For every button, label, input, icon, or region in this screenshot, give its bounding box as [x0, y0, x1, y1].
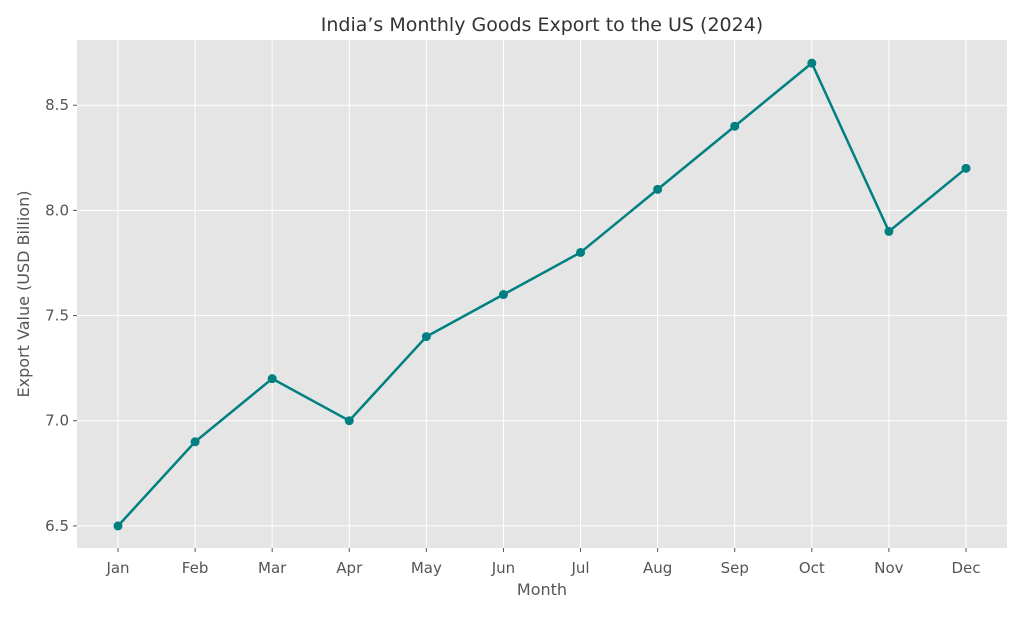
x-tick-label: Aug: [643, 559, 672, 577]
data-point-jul: [576, 247, 586, 257]
x-tick-label: Jul: [570, 559, 589, 577]
series: [113, 58, 971, 531]
y-tick-label: 8.0: [45, 201, 69, 219]
x-tick-label: May: [411, 559, 442, 577]
x-tick-label: Apr: [336, 559, 363, 577]
x-tick-label: Jun: [491, 559, 515, 577]
plot-background: [77, 40, 1007, 548]
series-line: [117, 61, 967, 527]
x-ticks: Jan Feb Mar Apr May Jun Jul Aug Sep Oct Nov Dec: [105, 548, 981, 577]
x-tick-label: Mar: [258, 559, 287, 577]
chart-title: India’s Monthly Goods Export to the US (…: [321, 14, 763, 36]
data-point-mar: [267, 374, 277, 384]
grid: [77, 40, 1007, 548]
y-tick-label: 6.5: [45, 517, 69, 535]
data-point-feb: [190, 437, 200, 447]
x-tick-label: Dec: [951, 559, 980, 577]
data-point-oct: [807, 58, 817, 68]
y-tick-label: 7.5: [45, 307, 69, 325]
x-tick-label: Nov: [874, 559, 903, 577]
y-tick-label: 8.5: [45, 96, 69, 114]
data-point-jan: [113, 521, 123, 531]
data-point-aug: [653, 184, 663, 194]
data-point-nov: [884, 226, 894, 236]
y-ticks: 6.5 7.0 7.5 8.0 8.5: [45, 96, 77, 535]
x-tick-label: Feb: [182, 559, 209, 577]
y-tick-label: 7.0: [45, 412, 69, 430]
y-axis-label: Export Value (USD Billion): [14, 191, 33, 398]
data-point-jun: [498, 290, 508, 300]
x-tick-label: Sep: [721, 559, 749, 577]
data-point-apr: [344, 416, 354, 426]
x-tick-label: Oct: [799, 559, 825, 577]
x-axis-label: Month: [517, 580, 567, 599]
data-point-sep: [730, 121, 740, 131]
data-point-dec: [961, 163, 971, 173]
x-tick-label: Jan: [105, 559, 129, 577]
data-point-may: [421, 332, 431, 342]
